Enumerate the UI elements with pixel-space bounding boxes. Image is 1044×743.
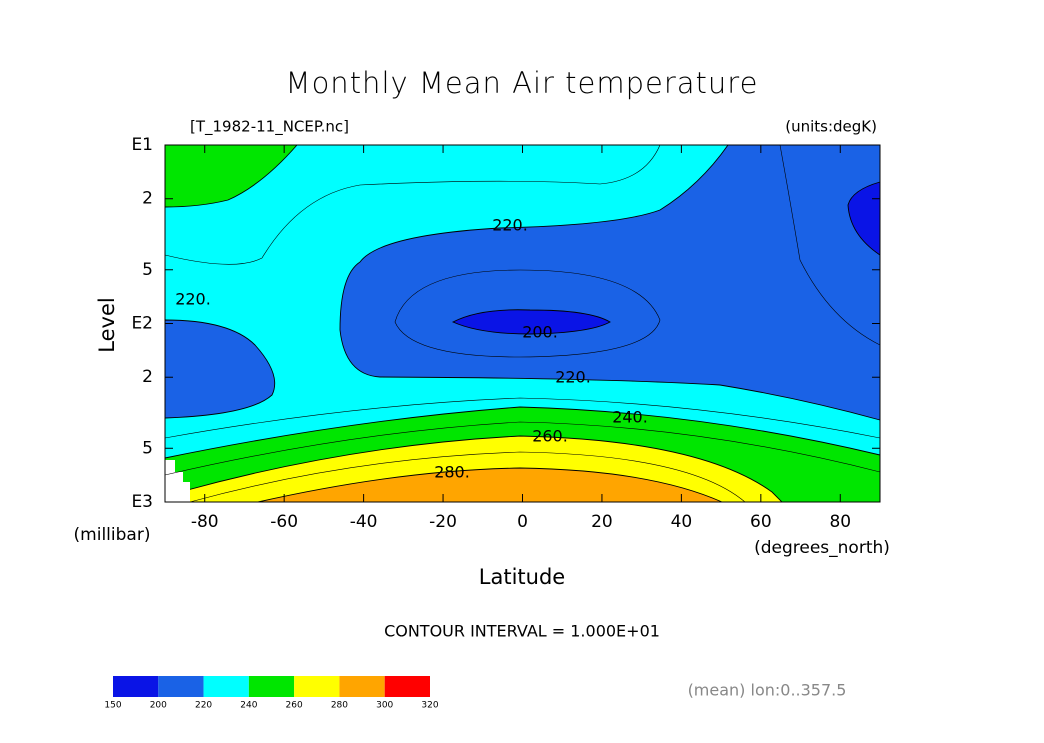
contour-label: 220. bbox=[492, 216, 528, 235]
x-tick-label: 60 bbox=[750, 512, 772, 532]
colorbar-label: 150 bbox=[104, 701, 121, 711]
colorbar-swatch bbox=[248, 676, 295, 697]
y-tick-label: 5 bbox=[142, 260, 153, 280]
contour-field bbox=[164, 144, 881, 503]
contour-band bbox=[451, 309, 611, 335]
contour-band bbox=[164, 319, 276, 419]
contour-line bbox=[164, 421, 881, 476]
x-tick-label: -40 bbox=[350, 512, 378, 532]
colorbar-swatch bbox=[339, 676, 385, 697]
x-tick-label: 80 bbox=[829, 512, 851, 532]
y-tick-label: E3 bbox=[131, 492, 153, 512]
x-tick-label: -20 bbox=[429, 512, 457, 532]
x-tick-label: -60 bbox=[270, 512, 298, 532]
y-tick-label: E1 bbox=[131, 135, 153, 155]
y-tick-label: 2 bbox=[142, 189, 153, 209]
y-tick-label: E2 bbox=[131, 314, 153, 334]
x-tick-label: 0 bbox=[517, 512, 528, 532]
colorbar-label: 300 bbox=[376, 701, 393, 711]
units: (units:degK) bbox=[785, 118, 877, 136]
x-unit: (degrees_north) bbox=[754, 538, 890, 558]
colorbar-label: 200 bbox=[150, 701, 167, 711]
x-tick-label: -80 bbox=[191, 512, 219, 532]
contour-interval: CONTOUR INTERVAL = 1.000E+01 bbox=[384, 622, 660, 641]
contour-line bbox=[394, 269, 661, 358]
colorbar-swatch bbox=[158, 676, 204, 697]
colorbar-label: 320 bbox=[421, 701, 438, 711]
x-axis-label: Latitude bbox=[479, 565, 565, 589]
missing-data bbox=[165, 460, 190, 502]
colorbar-label: 220 bbox=[195, 701, 212, 711]
colorbar-label: 280 bbox=[331, 701, 348, 711]
colorbar-swatch bbox=[113, 676, 159, 697]
y-unit: (millibar) bbox=[74, 525, 151, 545]
contour-band bbox=[339, 144, 881, 421]
y-tick-label: 2 bbox=[142, 367, 153, 387]
chart-title: Monthly Mean Air temperature bbox=[286, 66, 759, 100]
contour-label: 220. bbox=[175, 290, 211, 309]
contour-band bbox=[257, 467, 723, 503]
y-tick-label: 5 bbox=[142, 438, 153, 458]
colorbar-label: 260 bbox=[286, 701, 303, 711]
contour-line bbox=[779, 144, 881, 346]
contour-line bbox=[189, 451, 746, 503]
contour-band bbox=[164, 144, 298, 208]
colorbar-swatch bbox=[294, 676, 340, 697]
footer: (mean) lon:0..357.5 bbox=[688, 681, 847, 700]
contour-band bbox=[847, 181, 881, 256]
colorbar-label: 240 bbox=[240, 701, 257, 711]
x-tick-label: 20 bbox=[591, 512, 613, 532]
contour-label: 240. bbox=[612, 408, 648, 427]
contour-label: 280. bbox=[434, 463, 470, 482]
contour-label: 220. bbox=[555, 368, 591, 387]
contour-label: 260. bbox=[532, 427, 568, 446]
y-axis-label: Level bbox=[95, 297, 119, 352]
colorbar-swatch bbox=[384, 676, 430, 697]
x-tick-label: 40 bbox=[671, 512, 693, 532]
subtitle: [T_1982-11_NCEP.nc] bbox=[190, 118, 349, 137]
contour-line bbox=[164, 397, 881, 439]
contour-line bbox=[164, 144, 661, 265]
contour-label: 200. bbox=[522, 323, 558, 342]
colorbar-swatch bbox=[203, 676, 249, 697]
